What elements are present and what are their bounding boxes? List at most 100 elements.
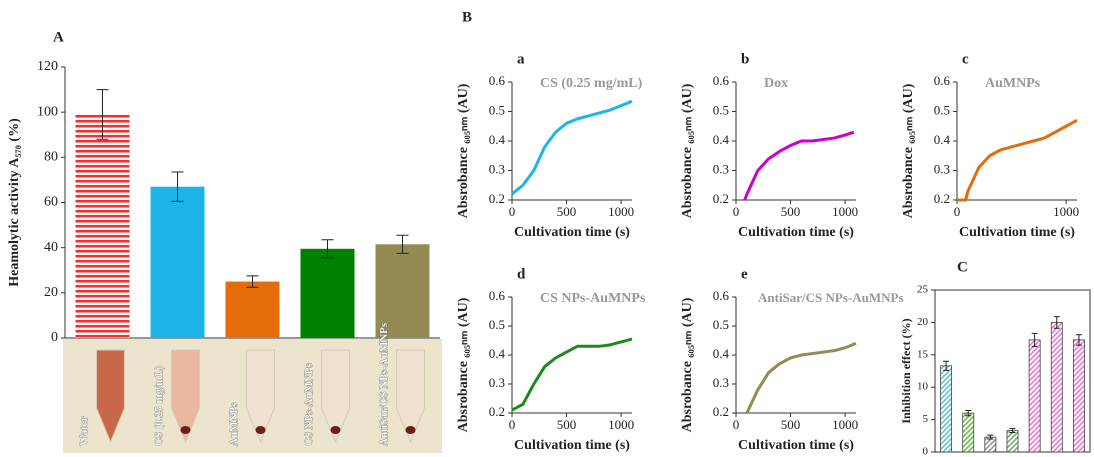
error-bar [1009, 428, 1016, 434]
plot-frame [934, 289, 1091, 453]
y-tick-label: 0.3 [713, 375, 729, 390]
bar [300, 248, 355, 338]
x-tick-label: CS NPs-AuMNPs [303, 362, 315, 446]
x-tick-label: 0 [733, 417, 740, 432]
y-tick-label: 40 [44, 240, 58, 255]
y-tick-label: 0.4 [713, 346, 730, 361]
y-tick-label: 5 [923, 413, 929, 425]
panel-label: C [957, 259, 968, 275]
y-tick-label: 0.2 [489, 191, 505, 206]
line-series [957, 119, 1078, 202]
bar [962, 412, 975, 453]
y-tick-label: 0.2 [713, 191, 729, 206]
y-axis-label: Absrobance ₆₀₅ₙₘ (AU) [901, 83, 916, 218]
tube-photo [96, 349, 125, 444]
y-axis-label: Absrobance ₆₀₅ₙₘ (AU) [680, 297, 695, 432]
y-tick-label: 0.2 [489, 404, 505, 419]
x-axis-label: Cultivation time (s) [738, 225, 854, 240]
line-series [511, 337, 633, 412]
bar [1006, 430, 1019, 453]
pellet [405, 426, 416, 434]
line-series [511, 99, 633, 196]
y-tick-label: 0.4 [489, 346, 506, 361]
panel-label: c [962, 51, 969, 67]
x-tick-label: 1000 [832, 417, 858, 432]
y-tick-label: 0.5 [489, 317, 505, 332]
y-axis-label: Inhibition effect (%) [899, 318, 913, 423]
line-series [745, 342, 857, 414]
x-tick-label: 0 [733, 204, 740, 219]
chart-title: AntiSar/CS NPs-AuMNPs [758, 290, 904, 305]
chart-title: AuMNPs [985, 76, 1041, 91]
x-tick-label: 1000 [1053, 204, 1079, 219]
panel-label: e [741, 266, 748, 282]
chart-title: CS (0.25 mg/mL) [540, 76, 643, 91]
y-tick-label: 25 [917, 284, 929, 296]
x-tick-label: 1000 [608, 417, 634, 432]
bar [75, 114, 130, 338]
error-bar [321, 239, 334, 259]
error-bar [396, 234, 409, 254]
y-tick-label: 0.4 [934, 132, 951, 147]
error-bar [246, 275, 259, 288]
y-tick-label: 0 [51, 330, 58, 345]
chart-title: Dox [764, 76, 788, 91]
bar [940, 365, 953, 453]
y-axis-label: Absrobance ₆₀₅ₙₘ (AU) [456, 297, 471, 432]
tube-photo [396, 349, 425, 444]
bar [225, 281, 280, 338]
y-tick-label: 0.3 [713, 161, 729, 176]
y-tick-label: 10 [917, 381, 929, 393]
panel-label: A [53, 29, 64, 45]
y-tick-label: 0.2 [713, 404, 729, 419]
y-tick-label: 0.6 [934, 73, 951, 88]
x-axis-label: Cultivation time (s) [738, 438, 854, 453]
error-bar [1053, 316, 1060, 329]
x-tick-label: AntiSar/CS NPs-AuMNPs [378, 322, 390, 446]
group-label: B [462, 9, 472, 25]
error-bar [943, 360, 950, 371]
tube-photo [246, 349, 275, 444]
x-axis-label: Cultivation time (s) [959, 225, 1075, 240]
y-tick-label: 0.3 [489, 161, 505, 176]
y-tick-label: 0.4 [489, 132, 506, 147]
line-series [743, 130, 855, 201]
panel-label: a [517, 51, 525, 67]
x-tick-label: 1000 [608, 204, 634, 219]
x-tick-label: Water [78, 417, 90, 446]
x-tick-label: 0 [509, 417, 516, 432]
y-tick-label: 0.2 [934, 191, 950, 206]
y-tick-label: 100 [37, 104, 58, 119]
y-tick-label: 0.6 [489, 288, 506, 303]
y-tick-label: 0.6 [489, 73, 506, 88]
tube-photo [171, 349, 200, 444]
y-tick-label: 0.5 [713, 317, 729, 332]
panel-label: b [741, 51, 749, 67]
panel-label: d [517, 266, 526, 282]
x-axis-label: Cultivation time (s) [514, 225, 630, 240]
y-tick-label: 0.4 [713, 132, 730, 147]
y-tick-label: 0.5 [489, 102, 505, 117]
x-tick-label: CS (0.25 mg/mL) [153, 365, 165, 446]
pellet [255, 426, 266, 434]
y-axis-label: Absrobance ₆₀₅ₙₘ (AU) [680, 83, 695, 218]
y-tick-label: 120 [37, 59, 58, 74]
y-axis-label: Absrobance ₆₀₅ₙₘ (AU) [456, 83, 471, 218]
bar [1050, 321, 1063, 453]
y-tick-label: 0.6 [713, 288, 730, 303]
y-tick-label: 15 [917, 348, 929, 360]
y-tick-label: 0.3 [489, 375, 505, 390]
y-tick-label: 60 [44, 195, 58, 210]
y-axis-label: Heamolytic activity A₅₇₀ (%) [7, 118, 22, 287]
error-bar [987, 434, 994, 440]
x-axis-label: Cultivation time (s) [514, 438, 630, 453]
pellet [180, 426, 191, 434]
x-tick-label: 500 [557, 417, 577, 432]
y-tick-label: 0.5 [934, 102, 950, 117]
y-tick-label: 20 [44, 285, 58, 300]
y-tick-label: 0.6 [713, 73, 730, 88]
x-tick-label: 500 [781, 204, 801, 219]
x-tick-label: 0 [954, 204, 961, 219]
x-tick-label: 500 [557, 204, 577, 219]
bar [1028, 339, 1041, 453]
